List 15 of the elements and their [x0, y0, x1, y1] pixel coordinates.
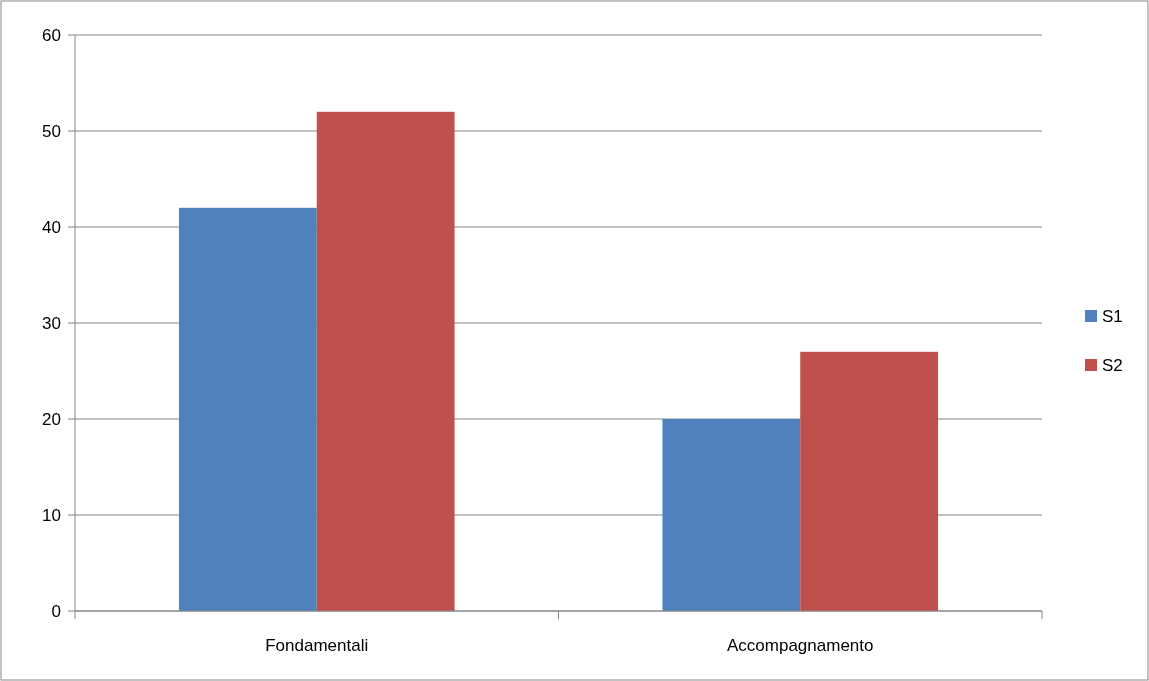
y-tick-label: 10 [42, 505, 61, 525]
x-tick-label: Fondamentali [265, 636, 369, 655]
y-tick-label: 60 [42, 25, 61, 45]
bar [316, 111, 455, 611]
bar [178, 207, 317, 611]
legend-label: S1 [1102, 306, 1123, 326]
y-tick-label: 30 [42, 313, 61, 333]
y-tick-label: 0 [51, 601, 61, 621]
bar [800, 351, 939, 611]
bar [662, 419, 801, 611]
legend-label: S2 [1102, 355, 1123, 375]
x-tick-label: Accompagnamento [727, 636, 874, 655]
y-tick-label: 40 [42, 217, 61, 237]
y-tick-label: 20 [42, 409, 61, 429]
y-tick-label: 50 [42, 121, 61, 141]
